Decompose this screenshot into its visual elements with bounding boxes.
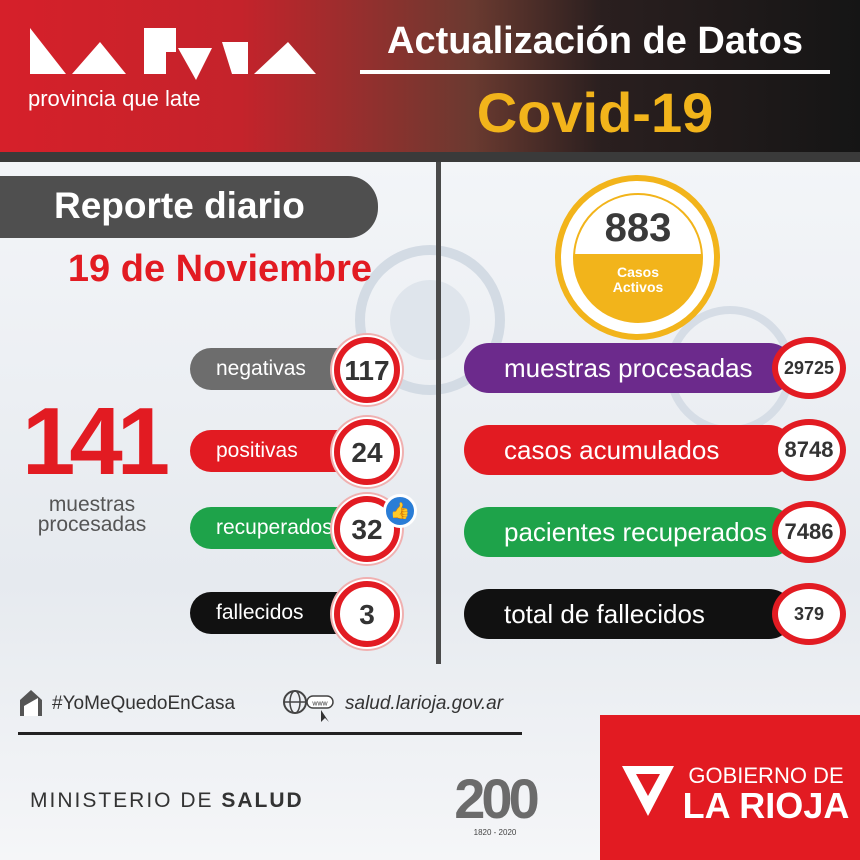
column-divider [436, 162, 441, 664]
active-cases-value: 883 [604, 206, 672, 250]
active-cases-label-line2: Activos [612, 279, 664, 295]
stat-negativas-value: 117 [334, 337, 400, 403]
cumulative-deaths-value: 379 [772, 583, 846, 645]
la-rioja-emblem-icon [622, 766, 674, 816]
cumulative-recovered-value: 7486 [772, 501, 846, 563]
cumulative-cases-pill: casos acumulados [464, 425, 794, 475]
active-cases-label-line1: Casos [616, 264, 660, 280]
logo-tagline: provincia que late [28, 86, 201, 111]
cumulative-label: total de fallecidos [504, 599, 705, 629]
house-icon [20, 690, 42, 716]
globe-www-icon: www [283, 690, 334, 722]
report-heading-bar: Reporte diario [0, 176, 378, 238]
cumulative-label: muestras procesadas [504, 353, 753, 383]
stat-label: positivas [216, 439, 298, 462]
header-title: Actualización de Datos [387, 20, 803, 62]
cumulative-cases-value: 8748 [772, 419, 846, 481]
footer-divider [18, 732, 522, 735]
report-heading: Reporte diario [54, 185, 305, 226]
stat-label: recuperados [216, 516, 333, 539]
report-date: 19 de Noviembre [67, 248, 373, 290]
virus-decoration-icon [355, 245, 505, 395]
header-banner [0, 0, 860, 152]
cumulative-deaths-pill: total de fallecidos [464, 589, 794, 639]
bicentennial-logo: 200 [454, 767, 539, 830]
stat-label: fallecidos [216, 601, 304, 624]
cumulative-samples-value: 29725 [772, 337, 846, 399]
cumulative-recovered-pill: pacientes recuperados [464, 507, 794, 557]
header-divider [360, 70, 830, 74]
header-underline [0, 152, 860, 162]
website-link[interactable]: salud.larioja.gov.ar [345, 693, 504, 714]
thumbs-up-icon: 👍 [383, 494, 417, 528]
cumulative-samples-pill: muestras procesadas [464, 343, 794, 393]
bicentennial-years: 1820 - 2020 [473, 828, 517, 837]
daily-samples-label: muestras procesadas [37, 493, 147, 536]
ministry-label-light: MINISTERIO DE [30, 789, 214, 812]
government-line2: LA RIOJA [682, 785, 850, 826]
daily-samples-total: 141 [22, 388, 170, 495]
active-cases-disc [573, 193, 703, 323]
ministry-label: MINISTERIO DE SALUD [30, 789, 304, 813]
active-cases-label: Casos Activos [573, 265, 703, 295]
stat-label: negativas [216, 357, 306, 380]
www-badge-text: www [311, 701, 328, 708]
cumulative-label: pacientes recuperados [504, 517, 768, 547]
government-line1: GOBIERNO DE [688, 763, 844, 788]
ministry-label-bold: SALUD [221, 789, 304, 812]
cumulative-label: casos acumulados [504, 435, 720, 465]
header-subtitle: Covid-19 [476, 81, 714, 144]
hashtag-text: #YoMeQuedoEnCasa [52, 693, 236, 714]
la-rioja-logo [30, 28, 316, 80]
stat-positivas-value: 24 [334, 419, 400, 485]
stat-fallecidos-value: 3 [334, 581, 400, 647]
